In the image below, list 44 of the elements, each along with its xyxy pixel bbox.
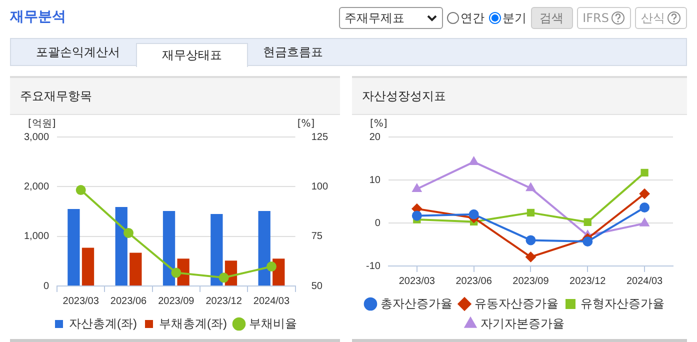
- y2-tick-label: 75: [311, 231, 323, 242]
- x-tick-label: 2023/03: [398, 276, 436, 287]
- text: 재무분석: [10, 8, 66, 26]
- x-tick-label: 2023/06: [456, 276, 492, 287]
- legend-label: 유동자산증가율: [474, 296, 558, 310]
- y-axis-title: [억원]: [28, 118, 56, 130]
- chart-title: 주요재무항목: [10, 78, 340, 115]
- y-tick-label: 0: [374, 218, 381, 229]
- chart-title: 자산성장성지표: [352, 78, 687, 115]
- y2-tick-label: 100: [311, 181, 328, 192]
- y-tick-label: 20: [369, 132, 381, 143]
- y2-tick-label: 50: [311, 280, 323, 292]
- text: 분기: [502, 10, 527, 26]
- x-tick-label: 2023/12: [570, 276, 606, 287]
- text: 검색: [530, 7, 573, 29]
- x-tick-label: 2023/03: [62, 296, 100, 307]
- y-tick-label: 2,000: [24, 181, 50, 192]
- text: 포괄손익계산서: [35, 44, 121, 61]
- legend-label: 유형자산증가율: [580, 296, 664, 310]
- x-tick-label: 2023/09: [158, 296, 195, 307]
- text: 산식: [641, 10, 665, 26]
- text: IFRS: [582, 11, 609, 25]
- x-tick-label: 2024/03: [253, 296, 290, 307]
- y2-tick-label: 125: [311, 132, 328, 143]
- y-tick-label: 3,000: [24, 132, 50, 143]
- text: 재무상태표: [136, 43, 248, 67]
- x-tick-label: 2023/12: [206, 296, 242, 307]
- x-tick-label: 2023/09: [512, 276, 550, 287]
- y-tick-label: 0: [43, 280, 50, 292]
- legend-label: 자기자본증가율: [480, 316, 564, 330]
- y-axis-title: [%]: [370, 118, 388, 130]
- legend-label: 자산총계(좌): [69, 316, 138, 330]
- x-tick-label: 2023/06: [110, 296, 148, 307]
- y-tick-label: 1,000: [24, 231, 50, 242]
- text: 연간: [460, 10, 485, 26]
- legend-label: 부채총계(좌): [159, 316, 227, 330]
- x-tick-label: 2024/03: [626, 276, 664, 287]
- y2-axis-title: [%]: [297, 118, 315, 130]
- y-tick-label: 10: [369, 174, 381, 186]
- text: 주재무제표: [344, 10, 405, 26]
- text: 현금흐름표: [262, 44, 324, 61]
- legend-label: 부채비율: [248, 316, 297, 330]
- y-tick-label: -10: [366, 260, 381, 272]
- legend-label: 총자산증가율: [380, 296, 452, 310]
